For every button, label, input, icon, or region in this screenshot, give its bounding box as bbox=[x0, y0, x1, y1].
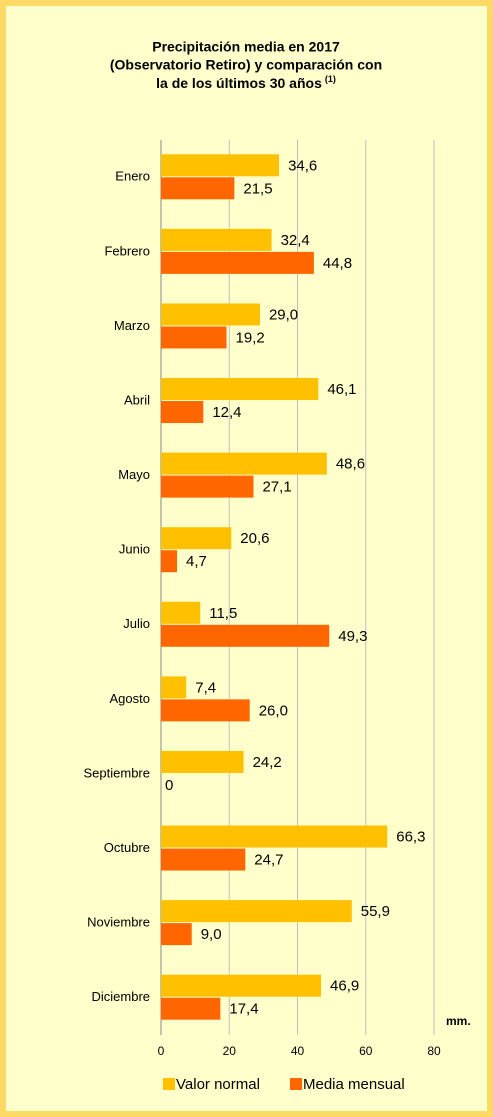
value-label: 29,0 bbox=[269, 306, 298, 323]
y-tick-label: Julio bbox=[123, 616, 150, 631]
y-tick-label: Diciembre bbox=[91, 989, 150, 1004]
value-label: 48,6 bbox=[336, 456, 365, 473]
bar bbox=[161, 825, 388, 848]
bar bbox=[161, 378, 319, 401]
value-label: 27,1 bbox=[262, 479, 291, 496]
y-tick-label: Abril bbox=[124, 392, 150, 407]
legend-swatch bbox=[163, 1078, 175, 1090]
value-label: 12,4 bbox=[212, 404, 241, 421]
y-tick-label: Marzo bbox=[114, 318, 150, 333]
x-axis-label: mm. bbox=[446, 1014, 471, 1028]
x-tick-label: 60 bbox=[359, 1044, 373, 1058]
value-label: 7,4 bbox=[195, 679, 216, 696]
chart-title: la de los últimos 30 años (1) bbox=[156, 74, 336, 90]
bar bbox=[161, 900, 352, 923]
y-tick-label: Junio bbox=[119, 542, 150, 557]
x-tick-label: 20 bbox=[223, 1044, 237, 1058]
value-label: 34,6 bbox=[288, 157, 317, 174]
x-tick-label: 0 bbox=[158, 1044, 165, 1058]
bar bbox=[161, 475, 254, 498]
chart-title: (Observatorio Retiro) y comparación con bbox=[110, 57, 382, 73]
bar bbox=[161, 177, 235, 200]
y-tick-label: Mayo bbox=[118, 467, 150, 482]
value-label: 46,9 bbox=[330, 978, 359, 995]
value-label: 24,2 bbox=[253, 754, 282, 771]
bar bbox=[161, 997, 221, 1020]
bar bbox=[161, 550, 178, 573]
value-label: 55,9 bbox=[361, 903, 390, 920]
x-tick-label: 40 bbox=[291, 1044, 305, 1058]
bar bbox=[161, 676, 187, 699]
value-label: 26,0 bbox=[259, 702, 288, 719]
value-label: 9,0 bbox=[201, 926, 222, 943]
value-label: 11,5 bbox=[209, 605, 237, 622]
bar bbox=[161, 326, 227, 349]
title-note: (1) bbox=[325, 74, 336, 84]
value-label: 46,1 bbox=[327, 381, 356, 398]
value-label: 32,4 bbox=[281, 232, 310, 249]
y-tick-label: Febrero bbox=[104, 243, 150, 258]
value-label: 21,5 bbox=[243, 180, 272, 197]
chart-title: la de los últimos 30 años bbox=[156, 75, 322, 91]
value-label: 49,3 bbox=[338, 628, 367, 645]
bar bbox=[161, 923, 192, 946]
bar bbox=[161, 974, 322, 997]
value-label: 66,3 bbox=[396, 829, 425, 846]
bar bbox=[161, 601, 201, 624]
bar bbox=[161, 452, 327, 475]
bar bbox=[161, 699, 250, 722]
bar bbox=[161, 303, 260, 326]
value-label: 0 bbox=[165, 777, 173, 794]
bar bbox=[161, 154, 280, 177]
value-label: 4,7 bbox=[186, 553, 207, 570]
value-label: 44,8 bbox=[323, 255, 352, 272]
chart-title: Precipitación media en 2017 bbox=[152, 39, 340, 55]
value-label: 24,7 bbox=[254, 852, 283, 869]
bar bbox=[161, 527, 232, 550]
y-tick-label: Noviembre bbox=[87, 915, 150, 930]
legend-label: Media mensual bbox=[303, 1076, 405, 1093]
bar bbox=[161, 401, 204, 424]
value-label: 17,4 bbox=[229, 1001, 258, 1018]
legend-label: Valor normal bbox=[176, 1076, 260, 1093]
value-label: 19,2 bbox=[236, 329, 265, 346]
bar bbox=[161, 848, 246, 871]
bar bbox=[161, 251, 314, 274]
y-tick-label: Octubre bbox=[104, 840, 150, 855]
legend-swatch bbox=[290, 1078, 302, 1090]
value-label: 20,6 bbox=[240, 530, 269, 547]
y-tick-label: Septiembre bbox=[84, 765, 150, 780]
y-tick-label: Enero bbox=[115, 169, 150, 184]
bar bbox=[161, 228, 272, 251]
y-tick-label: Agosto bbox=[110, 691, 150, 706]
bar bbox=[161, 750, 244, 773]
x-tick-label: 80 bbox=[427, 1044, 441, 1058]
bar bbox=[161, 624, 330, 647]
